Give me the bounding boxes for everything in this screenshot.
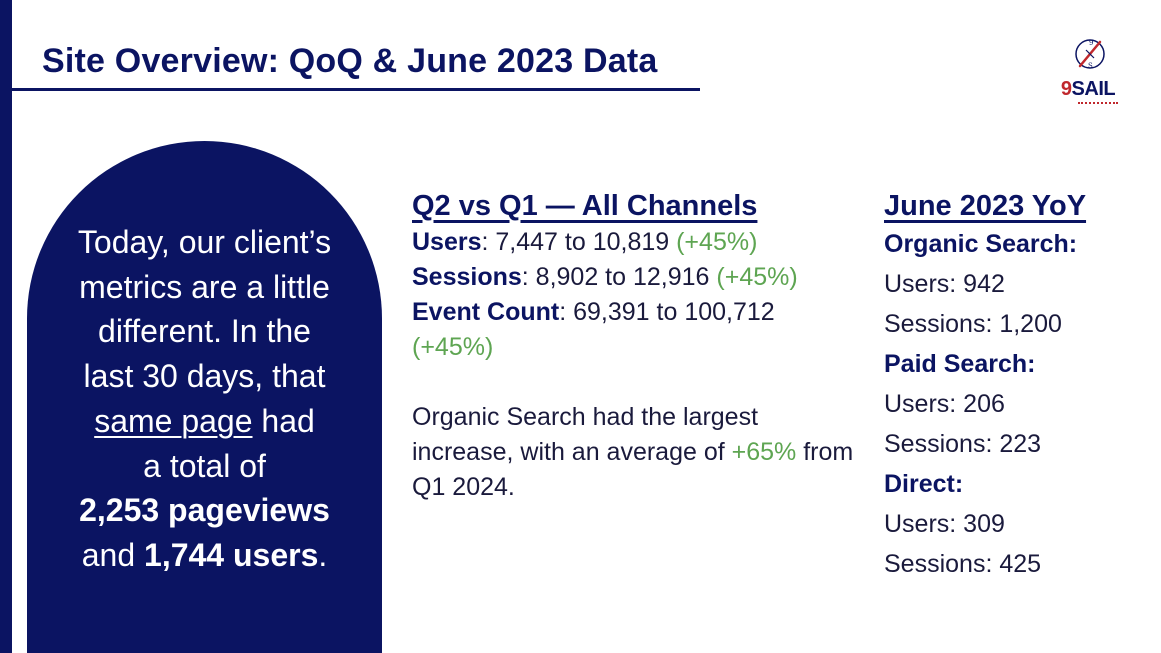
svg-text:S: S	[1088, 62, 1093, 70]
highlight-text: Today, our client’s metrics are a little…	[27, 220, 382, 578]
highlight-arch	[27, 141, 382, 653]
pageviews-stat: 2,253 pageviews	[79, 492, 330, 529]
june-heading: June 2023 YoY	[884, 190, 1087, 222]
quarter-heading: Q2 vs Q1 — All Channels	[412, 190, 758, 222]
paid-sessions: Sessions: 223	[884, 430, 1042, 458]
logo-wordmark: 9SAIL	[1060, 78, 1116, 100]
highlight-line: Today, our client’s	[77, 224, 332, 260]
highlight-line: last 30 days, that	[83, 358, 326, 395]
direct-users: Users: 309	[884, 510, 1005, 538]
metric-users: Users: 7,447 to 10,819 (+45%)	[412, 228, 758, 256]
svg-text:9: 9	[1089, 39, 1093, 47]
group-direct: Direct:	[884, 470, 964, 498]
highlight-line: same page had	[94, 402, 315, 439]
logo-underline	[1078, 100, 1118, 104]
highlight-line: different. In the	[98, 313, 311, 350]
same-page-link: same page	[94, 402, 253, 439]
organic-search-note: Organic Search had the largest increase,…	[412, 403, 854, 501]
organic-users: Users: 942	[884, 270, 1005, 298]
metric-sessions: Sessions: 8,902 to 12,916 (+45%)	[412, 263, 798, 291]
highlight-line: metrics are a little	[79, 268, 330, 305]
quarter-comparison: Q2 vs Q1 — All Channels Users: 7,447 to …	[412, 188, 862, 505]
direct-sessions: Sessions: 425	[884, 550, 1042, 578]
highlight-line: a total of	[143, 447, 266, 484]
group-paid-search: Paid Search:	[884, 350, 1036, 378]
title-underline	[12, 88, 700, 91]
june-yoy: June 2023 YoY Organic Search: Users: 942…	[884, 188, 1154, 584]
company-logo: 9 S 9SAIL	[1056, 36, 1120, 104]
users-stat: and 1,744 users.	[81, 536, 328, 573]
metric-event-count: Event Count: 69,391 to 100,712 (+45%)	[412, 298, 775, 361]
paid-users: Users: 206	[884, 390, 1005, 418]
compass-icon: 9 S	[1075, 39, 1105, 70]
left-accent-bar	[0, 0, 12, 653]
group-organic-search: Organic Search:	[884, 230, 1078, 258]
page-title: Site Overview: QoQ & June 2023 Data	[42, 42, 658, 80]
organic-sessions: Sessions: 1,200	[884, 310, 1062, 338]
